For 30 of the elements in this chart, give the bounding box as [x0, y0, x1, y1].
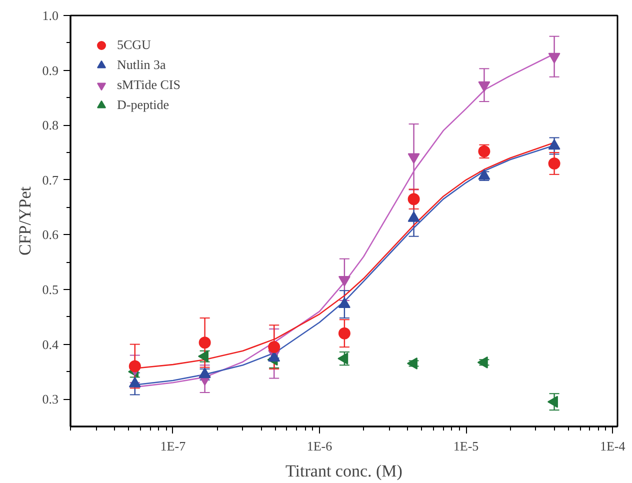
y-axis-title: CFP/YPet: [15, 186, 34, 256]
x-tick-label: 1E-7: [160, 438, 186, 454]
y-tick-label: 0.6: [42, 227, 59, 242]
y-tick-label: 0.9: [42, 62, 58, 78]
point: [128, 360, 141, 372]
point: [408, 193, 420, 206]
point: [268, 341, 280, 354]
y-tick-label: 0.3: [42, 392, 58, 407]
y-tick-label: 0.8: [42, 118, 58, 133]
legend-label: Nutlin 3a: [117, 57, 166, 73]
point: [478, 81, 490, 92]
point: [198, 336, 211, 349]
point: [548, 52, 560, 64]
x-tick-label: 1E-6: [306, 438, 333, 454]
y-tick-label: 0.4: [42, 336, 59, 352]
x-axis-title: Titrant conc. (M): [286, 462, 402, 480]
legend-label: sMTide CIS: [117, 77, 180, 93]
point: [477, 356, 488, 368]
point: [338, 276, 350, 286]
y-tick-label: 1.0: [42, 8, 58, 23]
legend-label: 5CGU: [117, 37, 151, 53]
x-tick-label: 1E-5: [453, 438, 479, 454]
point: [338, 327, 350, 340]
x-tick-label: 1E-4: [600, 438, 626, 454]
point: [548, 157, 560, 170]
y-tick-label: 0.5: [42, 282, 58, 297]
y-tick-label: 0.7: [42, 172, 59, 188]
legend-label: D-peptide: [117, 97, 169, 113]
point: [547, 396, 558, 408]
point: [408, 153, 420, 164]
